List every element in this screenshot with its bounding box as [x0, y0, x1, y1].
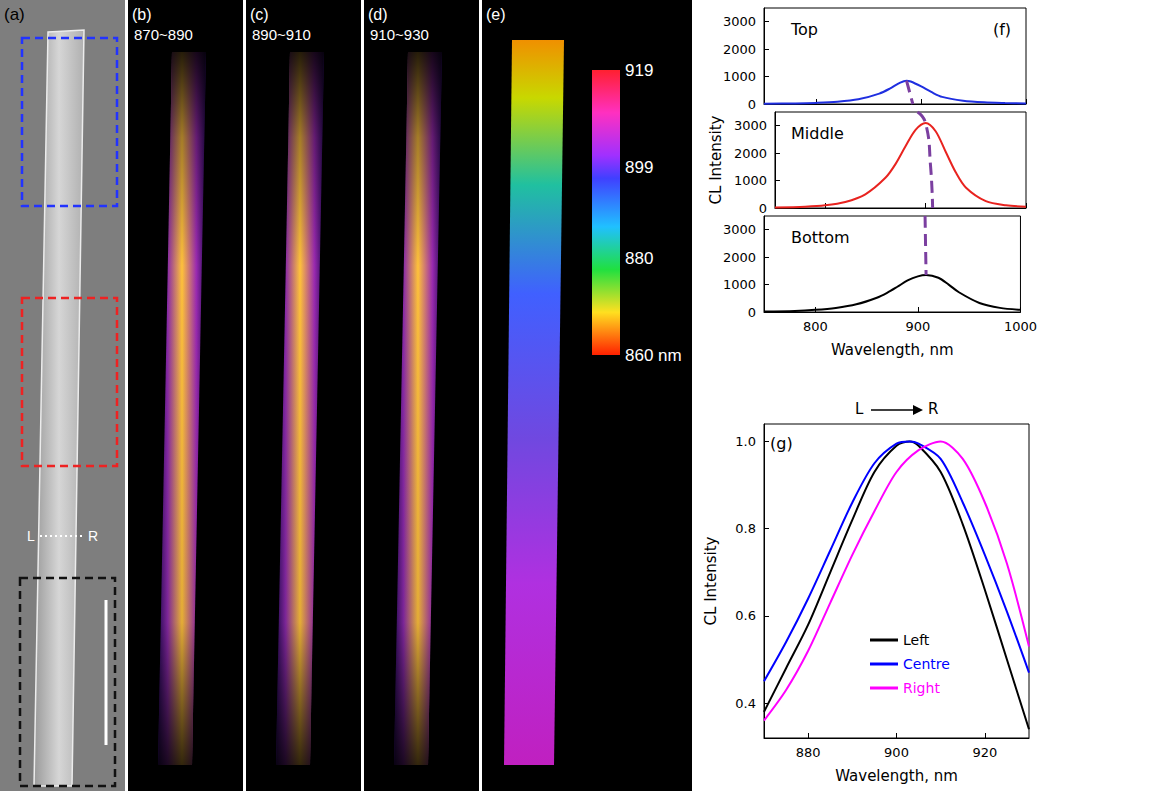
svg-text:Wavelength, nm: Wavelength, nm [835, 767, 958, 785]
svg-text:(g): (g) [770, 434, 793, 453]
svg-text:Bottom: Bottom [791, 228, 850, 247]
svg-text:880: 880 [625, 249, 653, 268]
svg-text:1000: 1000 [723, 277, 756, 292]
svg-text:(f): (f) [993, 20, 1011, 39]
svg-text:860 nm: 860 nm [625, 346, 682, 365]
svg-text:900: 900 [905, 319, 930, 334]
svg-text:919: 919 [625, 61, 653, 80]
svg-text:1000: 1000 [723, 69, 756, 84]
svg-text:890~910: 890~910 [252, 26, 311, 43]
svg-text:Top: Top [790, 20, 818, 39]
svg-text:0: 0 [759, 201, 767, 216]
svg-text:R: R [88, 528, 98, 544]
svg-text:Wavelength, nm: Wavelength, nm [831, 341, 954, 359]
svg-text:3000: 3000 [734, 118, 767, 133]
svg-text:1000: 1000 [1004, 319, 1037, 334]
svg-text:0: 0 [748, 97, 756, 112]
svg-text:R: R [928, 400, 938, 418]
svg-text:0: 0 [748, 305, 756, 320]
svg-text:2000: 2000 [734, 146, 767, 161]
svg-text:920: 920 [972, 745, 997, 760]
svg-text:0.8: 0.8 [735, 521, 756, 536]
svg-text:2000: 2000 [723, 42, 756, 57]
svg-text:900: 900 [884, 745, 909, 760]
svg-text:CL Intensity: CL Intensity [702, 536, 720, 625]
svg-text:880: 880 [796, 745, 821, 760]
svg-text:(b): (b) [132, 6, 152, 23]
svg-text:1000: 1000 [734, 173, 767, 188]
svg-text:Middle: Middle [791, 124, 844, 143]
svg-text:(e): (e) [486, 6, 506, 23]
svg-text:2000: 2000 [723, 250, 756, 265]
svg-text:1.0: 1.0 [735, 434, 756, 449]
svg-text:L: L [27, 528, 35, 544]
svg-text:L: L [855, 400, 864, 418]
svg-text:Centre: Centre [903, 656, 950, 672]
svg-text:CL Intensity: CL Intensity [707, 115, 725, 204]
svg-text:910~930: 910~930 [370, 26, 429, 43]
svg-text:0.4: 0.4 [735, 696, 756, 711]
svg-text:870~890: 870~890 [134, 26, 193, 43]
svg-text:800: 800 [803, 319, 828, 334]
svg-text:3000: 3000 [723, 14, 756, 29]
svg-text:(d): (d) [368, 6, 388, 23]
svg-text:(c): (c) [250, 6, 269, 23]
svg-text:3000: 3000 [723, 222, 756, 237]
svg-text:Right: Right [903, 680, 940, 696]
svg-text:Left: Left [903, 632, 930, 648]
svg-text:0.6: 0.6 [735, 608, 756, 623]
svg-text:(a): (a) [4, 5, 25, 24]
svg-text:899: 899 [625, 158, 653, 177]
